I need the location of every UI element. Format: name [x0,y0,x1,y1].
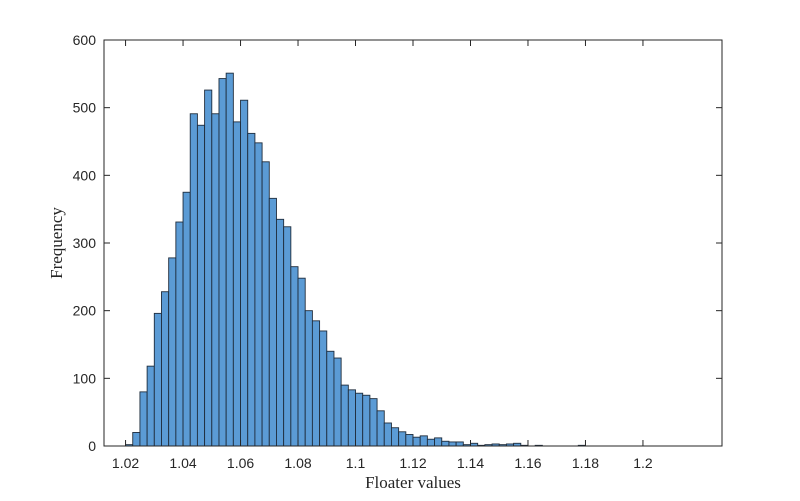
histogram-bar [347,389,356,447]
y-tick-label: 500 [73,100,97,116]
histogram-bar [132,432,141,447]
histogram-bar [196,124,206,447]
x-tick-label: 1.18 [572,455,599,471]
histogram-bar [326,350,335,447]
histogram-bar [412,436,421,447]
x-tick-label: 1.16 [514,455,541,471]
histogram-bar [369,398,378,447]
histogram-bar [268,197,277,447]
histogram-bar [254,142,263,447]
histogram-bar [225,72,234,447]
histogram-bars [125,72,586,447]
x-tick-label: 1.14 [457,455,484,471]
histogram-bar [333,357,342,447]
histogram-bar [283,226,292,447]
histogram-bar [319,330,328,447]
histogram-bar [261,161,270,447]
histogram-bar [146,365,155,447]
histogram-bar [139,391,148,447]
histogram-bar [390,427,400,447]
histogram-bar [355,392,364,447]
histogram-bar [204,89,213,447]
y-axis-ticks: 0 100 200 300 400 500 600 [73,32,722,454]
histogram-bar [383,422,392,447]
histogram-bar [304,310,313,447]
histogram-bar [398,431,407,447]
histogram-bar [168,257,177,447]
histogram-bar [405,434,414,447]
x-tick-label: 1.12 [399,455,426,471]
x-tick-label: 1.1 [346,455,366,471]
histogram-bar [362,394,371,447]
x-tick-label: 1.06 [227,455,254,471]
x-tick-label: 1.2 [633,455,653,471]
histogram-bar [419,435,428,447]
histogram-bar [175,221,184,447]
x-tick-label: 1.02 [112,455,139,471]
histogram-bar [376,410,385,447]
histogram-bar [182,191,191,447]
histogram-bar [276,218,285,447]
histogram-bar [247,132,256,447]
histogram-bar [161,291,170,447]
y-tick-label: 600 [73,32,97,48]
histogram-bar [189,113,198,447]
histogram-bar [441,440,450,447]
histogram-bar [211,113,220,447]
histogram-bar [232,121,241,447]
y-tick-label: 200 [73,303,97,319]
y-tick-label: 0 [88,438,96,454]
y-tick-label: 100 [73,370,97,386]
x-tick-label: 1.08 [284,455,311,471]
histogram-bar [153,312,162,447]
histogram-bar [340,384,349,447]
histogram-bar [434,437,443,447]
histogram-bar [426,438,436,447]
histogram-bar [311,320,321,447]
x-axis-ticks: 1.02 1.04 1.06 1.08 1.1 1.12 1.14 1.16 1.18 1.2 [112,40,653,471]
y-tick-label: 400 [73,167,97,183]
histogram-bar [448,441,457,447]
histogram-bar [455,441,464,447]
y-tick-label: 300 [73,235,97,251]
x-tick-label: 1.04 [169,455,196,471]
histogram-bar [290,266,299,447]
x-axis-label: Floater values [365,473,461,492]
histogram-bar [297,277,306,447]
y-axis-label: Frequency [47,207,66,279]
histogram-bar [240,99,249,447]
histogram-bar [218,78,227,447]
